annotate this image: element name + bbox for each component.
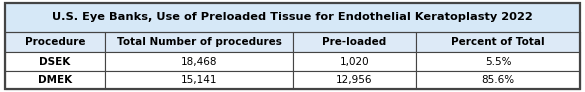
Bar xyxy=(292,32,417,52)
Text: Procedure: Procedure xyxy=(25,37,85,47)
Text: Total Number of procedures: Total Number of procedures xyxy=(116,37,281,47)
Bar xyxy=(417,52,580,71)
Bar xyxy=(417,32,580,52)
Text: 18,468: 18,468 xyxy=(181,57,217,67)
Bar xyxy=(105,71,292,89)
Text: Pre-loaded: Pre-loaded xyxy=(322,37,387,47)
Bar xyxy=(417,71,580,89)
Text: DSEK: DSEK xyxy=(39,57,71,67)
Text: 1,020: 1,020 xyxy=(339,57,369,67)
Text: 85.6%: 85.6% xyxy=(481,75,515,85)
Bar xyxy=(292,52,417,71)
Text: U.S. Eye Banks, Use of Preloaded Tissue for Endothelial Keratoplasty 2022: U.S. Eye Banks, Use of Preloaded Tissue … xyxy=(52,12,533,22)
Text: DMEK: DMEK xyxy=(38,75,72,85)
Bar xyxy=(105,32,292,52)
Text: 5.5%: 5.5% xyxy=(485,57,511,67)
Bar xyxy=(105,52,292,71)
Bar xyxy=(5,71,105,89)
Bar xyxy=(5,32,580,52)
Text: 12,956: 12,956 xyxy=(336,75,373,85)
Text: 15,141: 15,141 xyxy=(181,75,217,85)
Bar xyxy=(5,3,580,32)
Bar xyxy=(5,52,105,71)
Bar xyxy=(5,32,105,52)
Text: Percent of Total: Percent of Total xyxy=(452,37,545,47)
Bar xyxy=(292,71,417,89)
